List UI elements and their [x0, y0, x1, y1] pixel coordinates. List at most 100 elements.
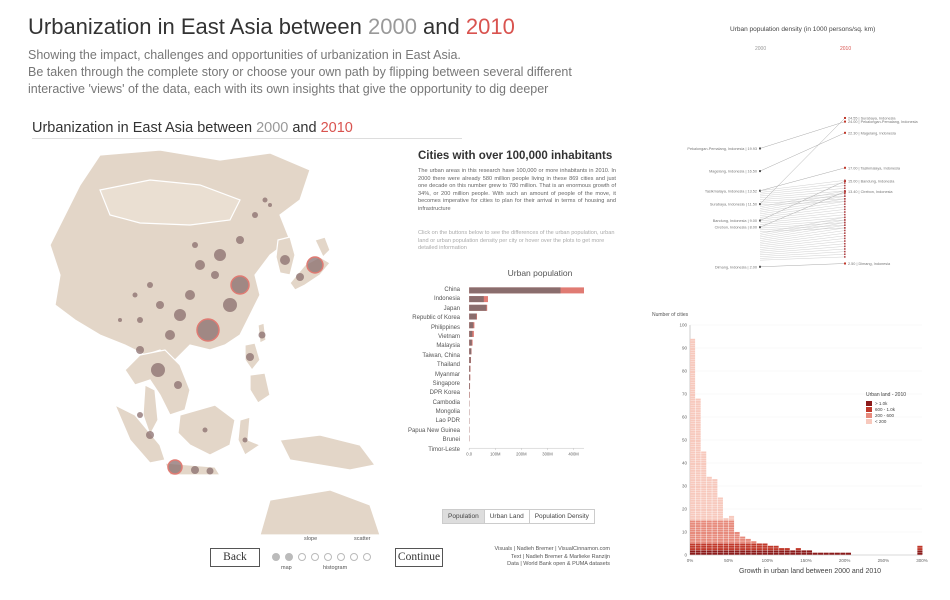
hist-cell[interactable]: [695, 463, 701, 465]
hist-cell[interactable]: [706, 483, 712, 486]
hist-cell[interactable]: [762, 550, 768, 553]
hist-cell[interactable]: [706, 506, 712, 509]
hist-cell[interactable]: [706, 515, 712, 518]
hist-cell[interactable]: [706, 538, 712, 541]
hist-cell[interactable]: [690, 430, 696, 433]
hist-cell[interactable]: [717, 513, 723, 516]
hist-cell[interactable]: [706, 499, 712, 502]
hist-cell[interactable]: [767, 552, 774, 555]
hist-cell[interactable]: [717, 545, 723, 548]
hist-cell[interactable]: [695, 522, 701, 525]
hist-cell[interactable]: [690, 548, 696, 551]
hist-cell[interactable]: [712, 506, 718, 509]
hist-cell[interactable]: [690, 382, 696, 385]
hist-cell[interactable]: [701, 527, 707, 530]
hist-cell[interactable]: [690, 419, 696, 422]
step-dot-6[interactable]: [337, 553, 345, 561]
hist-cell[interactable]: [690, 377, 696, 380]
hist-cell[interactable]: [706, 486, 712, 488]
hist-cell[interactable]: [818, 552, 824, 555]
hist-cell[interactable]: [734, 536, 740, 539]
hist-cell[interactable]: [690, 465, 696, 468]
hist-cell[interactable]: [723, 518, 729, 521]
hist-cell[interactable]: [690, 384, 696, 387]
hist-cell[interactable]: [690, 444, 696, 447]
hist-cell[interactable]: [734, 543, 740, 546]
hist-cell[interactable]: [695, 527, 701, 530]
hist-cell[interactable]: [706, 488, 712, 491]
slope-line[interactable]: [759, 167, 846, 192]
hist-cell[interactable]: [690, 518, 696, 521]
hist-cell[interactable]: [690, 476, 696, 479]
hist-cell[interactable]: [728, 527, 735, 530]
hist-cell[interactable]: [723, 543, 729, 546]
hist-cell[interactable]: [712, 543, 718, 546]
hist-cell[interactable]: [712, 541, 718, 544]
hist-cell[interactable]: [701, 550, 707, 553]
hist-cell[interactable]: [695, 458, 701, 461]
hist-cell[interactable]: [728, 520, 735, 523]
hist-cell[interactable]: [779, 550, 785, 553]
hist-cell[interactable]: [695, 499, 701, 502]
hist-cell[interactable]: [745, 548, 751, 551]
hist-cell[interactable]: [690, 550, 696, 553]
hist-cell[interactable]: [706, 509, 712, 511]
hist-cell[interactable]: [773, 545, 779, 548]
hist-cell[interactable]: [773, 552, 779, 555]
hist-cell[interactable]: [712, 525, 718, 528]
hist-cell[interactable]: [834, 552, 840, 555]
hist-cell[interactable]: [701, 520, 707, 523]
hist-cell[interactable]: [701, 463, 707, 465]
hist-cell[interactable]: [751, 552, 757, 555]
hist-cell[interactable]: [695, 541, 701, 544]
hist-cell[interactable]: [701, 541, 707, 544]
hist-cell[interactable]: [690, 373, 696, 376]
hist-cell[interactable]: [801, 550, 807, 553]
hist-cell[interactable]: [728, 515, 735, 518]
hist-cell[interactable]: [695, 506, 701, 509]
hist-cell[interactable]: [695, 456, 701, 459]
hist-cell[interactable]: [690, 428, 696, 431]
hist-cell[interactable]: [712, 534, 718, 537]
hist-cell[interactable]: [712, 486, 718, 488]
hist-cell[interactable]: [779, 548, 785, 551]
urban-population-bar-chart[interactable]: 0.0 100M 200M 300M 400M: [464, 286, 604, 486]
hist-cell[interactable]: [723, 520, 729, 523]
hist-cell[interactable]: [712, 492, 718, 495]
hist-cell[interactable]: [701, 479, 707, 482]
slope-point-2010[interactable]: [844, 262, 846, 265]
hist-cell[interactable]: [695, 426, 701, 429]
hist-cell[interactable]: [701, 490, 707, 493]
hist-cell[interactable]: [801, 552, 807, 555]
hist-cell[interactable]: [695, 532, 701, 534]
hist-cell[interactable]: [712, 536, 718, 539]
hist-cell[interactable]: [695, 398, 701, 401]
map-cities[interactable]: [118, 197, 324, 475]
step-dot-5[interactable]: [324, 553, 332, 561]
hist-cell[interactable]: [701, 534, 707, 537]
hist-cell[interactable]: [701, 456, 707, 459]
hist-cell[interactable]: [701, 467, 707, 470]
hist-cell[interactable]: [712, 483, 718, 486]
hist-cell[interactable]: [728, 518, 735, 521]
hist-cell[interactable]: [723, 532, 729, 534]
hist-cell[interactable]: [823, 552, 829, 555]
hist-cell[interactable]: [712, 518, 718, 521]
hist-cell[interactable]: [690, 469, 696, 472]
hist-cell[interactable]: [728, 548, 735, 551]
hist-cell[interactable]: [717, 543, 723, 546]
hist-cell[interactable]: [701, 504, 707, 507]
hist-cell[interactable]: [690, 529, 696, 532]
hist-cell[interactable]: [695, 469, 701, 472]
hist-cell[interactable]: [751, 541, 757, 544]
hist-cell[interactable]: [717, 529, 723, 532]
hist-cell[interactable]: [734, 548, 740, 551]
hist-cell[interactable]: [695, 536, 701, 539]
hist-cell[interactable]: [701, 548, 707, 551]
hist-cell[interactable]: [690, 368, 696, 371]
hist-cell[interactable]: [712, 497, 718, 500]
back-button[interactable]: Back: [210, 548, 260, 567]
hist-cell[interactable]: [717, 506, 723, 509]
hist-cell[interactable]: [701, 474, 707, 477]
hist-cell[interactable]: [690, 453, 696, 456]
